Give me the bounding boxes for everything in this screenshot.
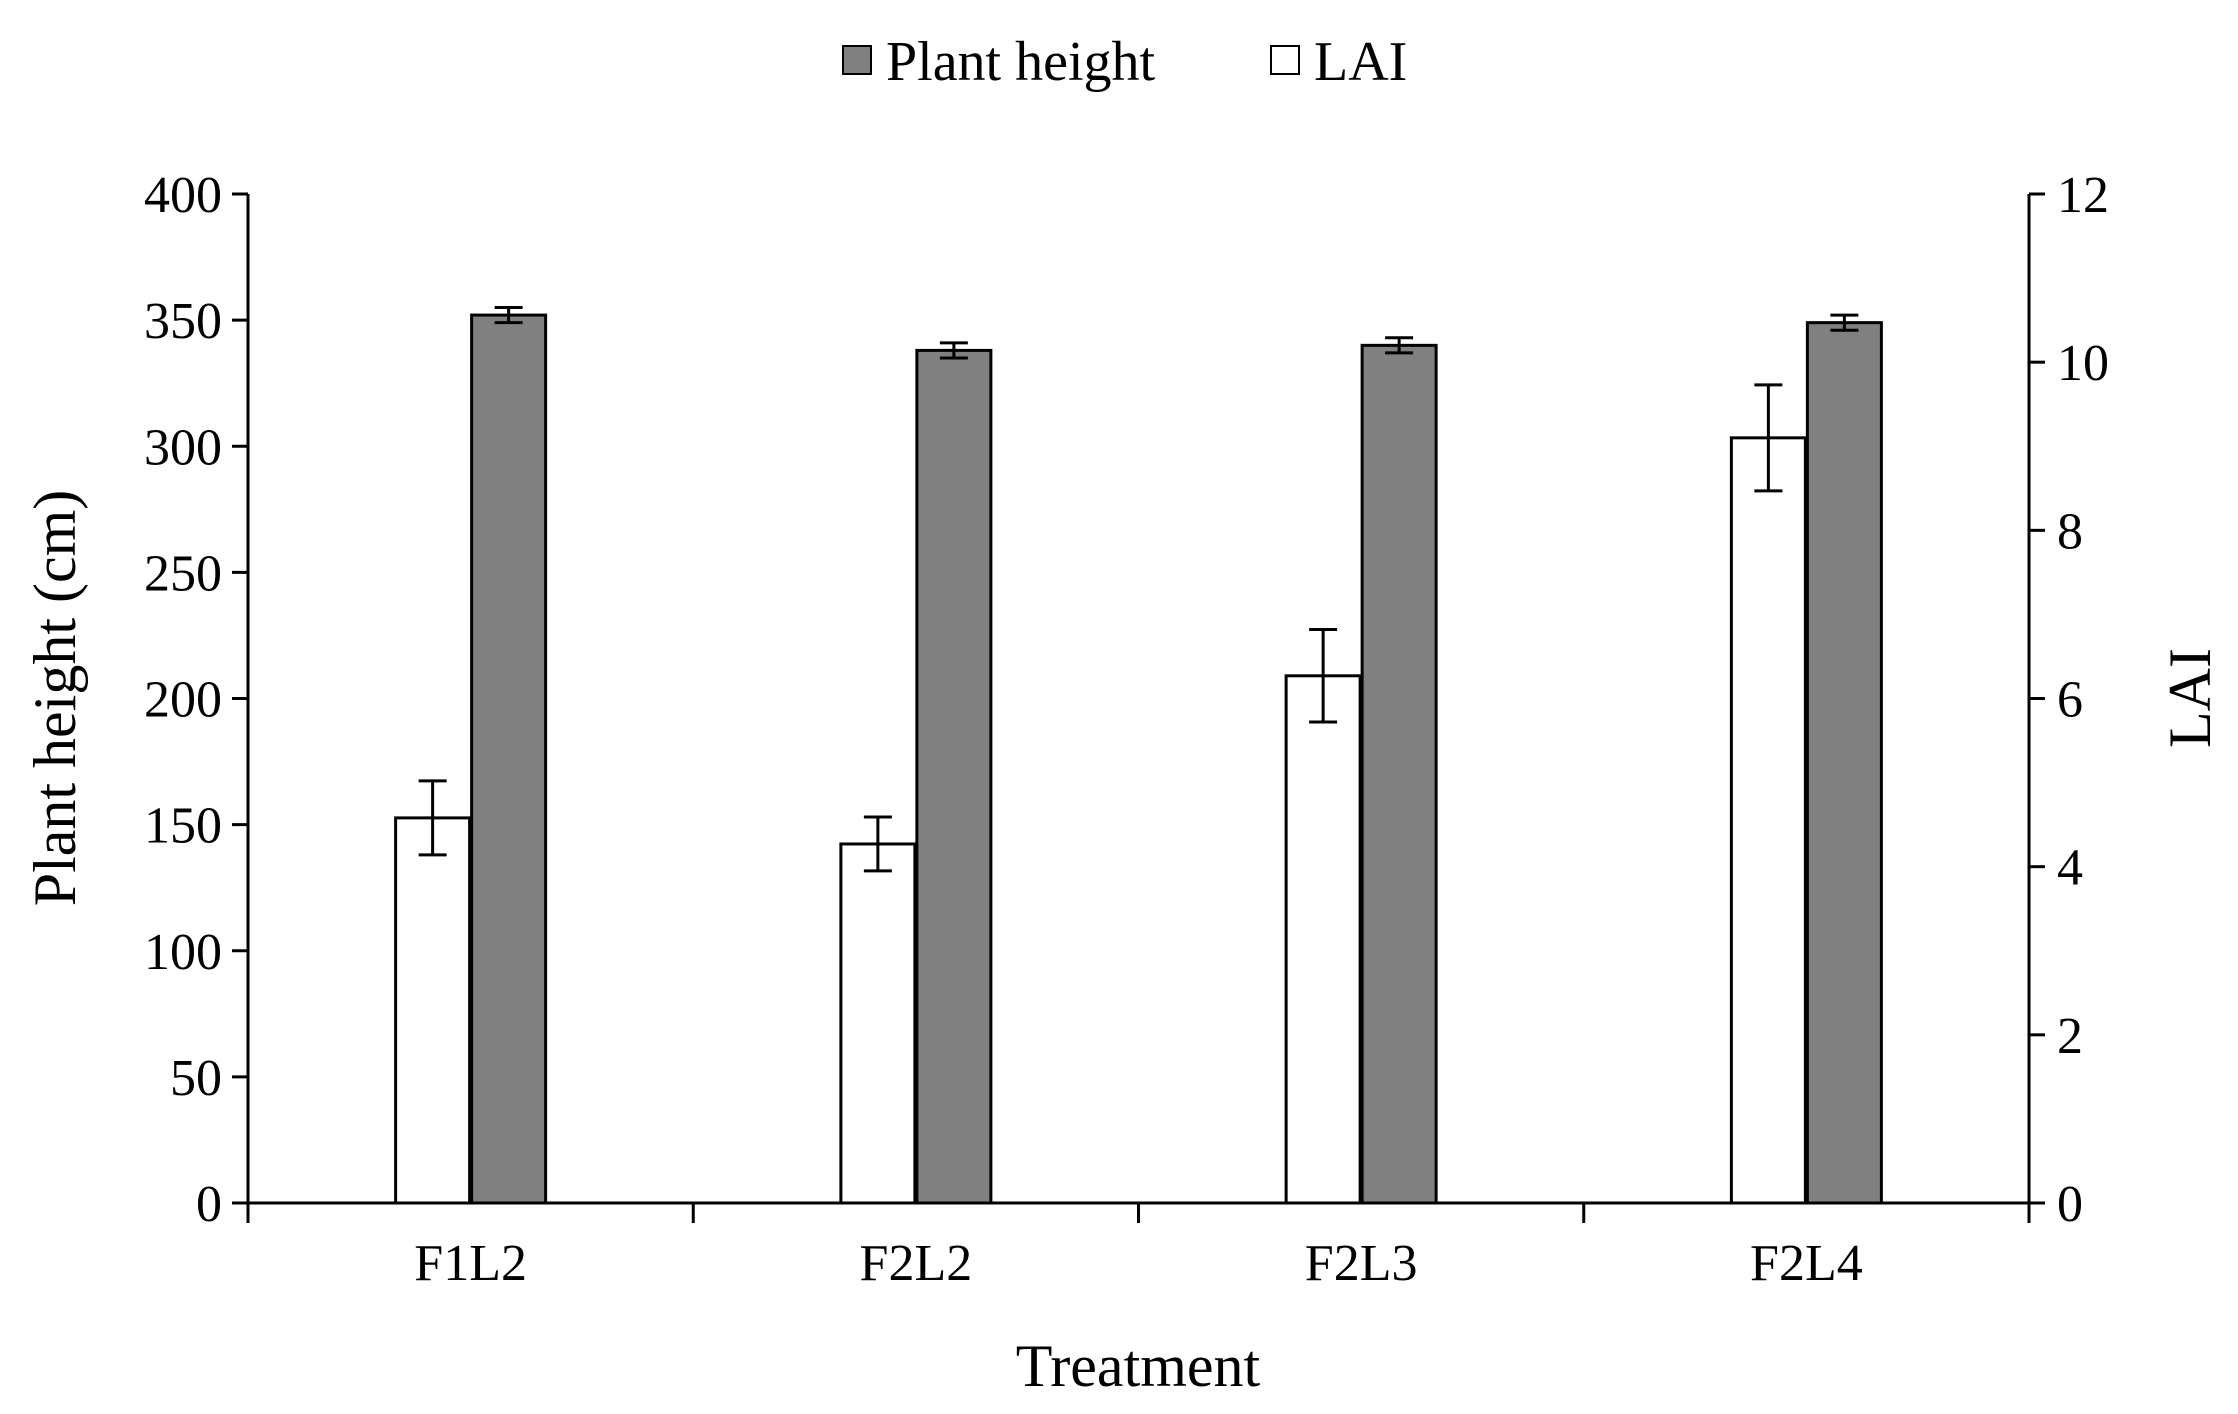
x-ticks: F1L2 F2L2 F2L3 F2L4 [246, 1203, 2031, 1292]
right-y-ticks: 0 2 4 6 8 10 12 [2029, 167, 2109, 1233]
legend: Plant height LAI [842, 31, 1407, 93]
x-tick-label: F2L4 [1750, 1235, 1863, 1292]
right-y-tick-label: 2 [2057, 1008, 2083, 1065]
bar-plant-height [470, 313, 548, 1205]
left-y-tick-label: 150 [144, 798, 222, 855]
x-tick-label: F1L2 [414, 1235, 527, 1292]
error-bars [418, 306, 1859, 873]
legend-swatch-plant-height [842, 45, 872, 75]
bar-plant-height [915, 348, 993, 1205]
right-y-axis-title: LAI [2157, 648, 2223, 748]
x-tick-label: F2L3 [1305, 1235, 1418, 1292]
x-axis-title: Treatment [1016, 1333, 1261, 1399]
bar-lai [1729, 436, 1807, 1205]
bar-lai [1284, 674, 1362, 1205]
left-y-tick-label: 400 [144, 167, 222, 224]
left-y-tick-label: 0 [196, 1176, 222, 1233]
bar-lai [839, 842, 917, 1205]
right-y-tick-label: 0 [2057, 1176, 2083, 1233]
left-y-ticks: 0 50 100 150 200 250 300 350 400 [144, 167, 248, 1233]
left-y-tick-label: 350 [144, 293, 222, 350]
bar-lai [394, 816, 472, 1205]
right-y-tick-label: 8 [2057, 503, 2083, 560]
right-y-tick-label: 10 [2057, 335, 2109, 392]
left-y-tick-label: 50 [170, 1050, 222, 1107]
bar-plant-height [1805, 321, 1883, 1205]
x-tick-label: F2L2 [860, 1235, 973, 1292]
legend-label-lai: LAI [1314, 31, 1407, 93]
left-y-tick-label: 100 [144, 924, 222, 981]
legend-label-plant-height: Plant height [886, 31, 1156, 93]
right-y-tick-label: 4 [2057, 840, 2083, 897]
left-y-tick-label: 250 [144, 545, 222, 602]
bar-plant-height [1360, 343, 1438, 1205]
left-y-tick-label: 200 [144, 672, 222, 729]
left-y-tick-label: 300 [144, 419, 222, 476]
right-y-tick-label: 6 [2057, 672, 2083, 729]
legend-swatch-lai [1270, 45, 1300, 75]
bars [394, 313, 1883, 1205]
left-y-axis-title: Plant height (cm) [22, 490, 88, 907]
right-y-tick-label: 12 [2057, 167, 2109, 224]
